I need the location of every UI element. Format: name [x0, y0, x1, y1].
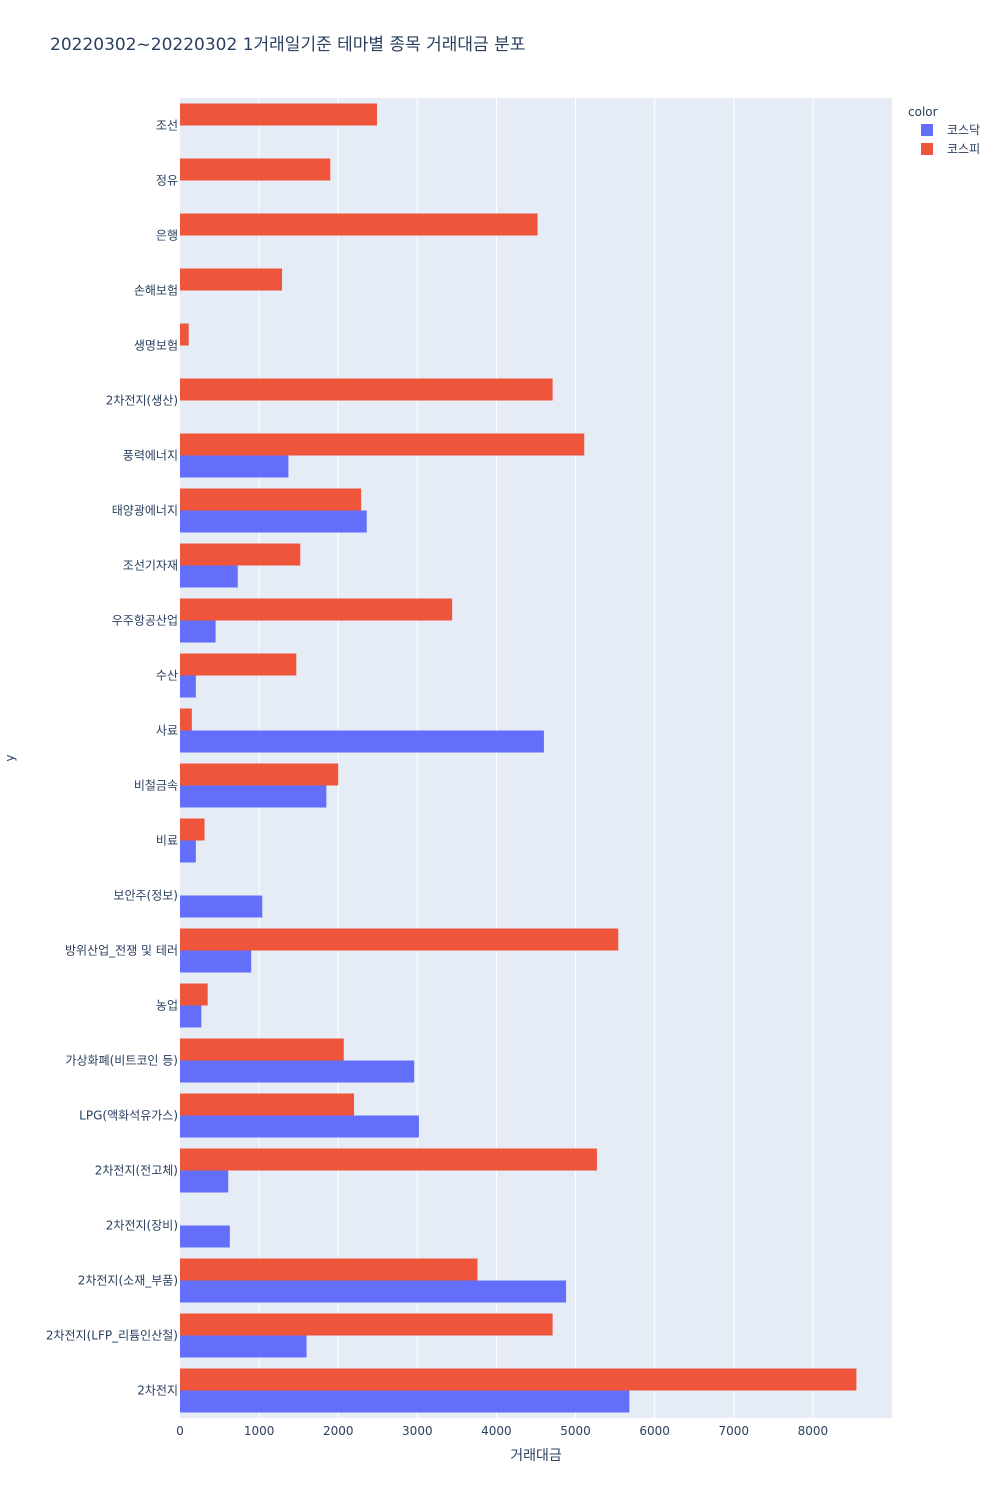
bar	[180, 950, 252, 973]
legend-entry[interactable]: 코스피	[947, 142, 980, 156]
bar	[180, 620, 216, 643]
y-tick-label: 보안주(정보)	[113, 889, 178, 903]
y-tick-label: 2차전지	[137, 1384, 178, 1398]
bar	[180, 983, 208, 1006]
y-tick-label: 우주항공산업	[112, 614, 178, 628]
bar	[180, 708, 192, 731]
x-tick-label: 8000	[798, 1424, 829, 1438]
y-tick-label: 2차전지(생산)	[106, 394, 178, 408]
y-tick-label: 은행	[156, 228, 178, 243]
legend-title: color	[908, 105, 938, 119]
y-tick-label: LPG(액화석유가스)	[79, 1109, 178, 1123]
bar	[180, 1093, 355, 1116]
y-tick-label: 비료	[156, 834, 178, 848]
y-tick-label: 방위산업_전쟁 및 테러	[65, 944, 178, 958]
bar	[180, 1280, 567, 1303]
x-tick-label: 7000	[719, 1424, 750, 1438]
bar	[180, 1148, 597, 1171]
x-tick-label: 4000	[481, 1424, 512, 1438]
plot-background	[180, 98, 892, 1418]
bar	[180, 1258, 478, 1281]
bar	[180, 268, 283, 291]
bar	[180, 565, 238, 588]
bars	[180, 103, 857, 1413]
bar	[180, 1038, 344, 1061]
y-tick-label: 2차전지(소재_부품)	[78, 1274, 178, 1288]
bar	[180, 488, 362, 511]
bar	[180, 1115, 419, 1138]
legend-swatch	[921, 143, 933, 155]
y-tick-label: 수산	[156, 669, 178, 683]
bar	[180, 543, 301, 566]
bar	[180, 1335, 307, 1358]
y-axis-title: y	[3, 754, 17, 761]
bar	[180, 1368, 857, 1391]
bar	[180, 103, 377, 126]
bar	[180, 895, 263, 918]
bar	[180, 730, 544, 753]
y-tick-label: 비철금속	[134, 779, 178, 793]
x-tick-label: 2000	[323, 1424, 354, 1438]
x-axis-title: 거래대금	[510, 1448, 562, 1464]
bar	[180, 598, 453, 621]
x-tick-label: 5000	[560, 1424, 591, 1438]
bar	[180, 455, 289, 478]
bar	[180, 1005, 202, 1028]
x-tick-label: 0	[176, 1424, 184, 1438]
y-tick-label: 풍력에너지	[123, 449, 178, 463]
x-tick-label: 6000	[639, 1424, 670, 1438]
y-tick-label: 태양광에너지	[112, 504, 178, 518]
bar	[180, 158, 331, 181]
y-tick-label: 손해보험	[134, 284, 178, 298]
bar	[180, 928, 619, 951]
bar	[180, 378, 553, 401]
y-tick-label: 정유	[156, 174, 178, 188]
x-tick-label: 1000	[244, 1424, 275, 1438]
bar	[180, 323, 189, 346]
bar	[180, 1060, 415, 1083]
y-tick-label: 조선기자재	[123, 559, 178, 573]
bar	[180, 433, 585, 456]
bar	[180, 653, 297, 676]
y-tick-label: 농업	[156, 999, 178, 1013]
legend-entry[interactable]: 코스닥	[947, 123, 980, 137]
y-tick-label: 가상화폐(비트코인 등)	[65, 1054, 178, 1068]
bar	[180, 763, 339, 786]
bar	[180, 1170, 229, 1193]
x-tick-label: 3000	[402, 1424, 433, 1438]
bar	[180, 840, 196, 863]
bar	[180, 818, 205, 841]
y-tick-label: 2차전지(LFP_리튬인산철)	[46, 1329, 178, 1343]
y-tick-label: 2차전지(전고체)	[95, 1164, 178, 1178]
y-tick-label: 사료	[156, 724, 178, 738]
legend-swatch	[921, 124, 933, 136]
grid-lines	[258, 98, 814, 1418]
x-tick-labels: 0 1000 2000 3000 4000 5000 6000 7000 8000	[176, 1424, 828, 1438]
y-tick-label: 조선	[156, 119, 178, 133]
bar	[180, 510, 367, 533]
y-tick-label: 2차전지(장비)	[106, 1219, 178, 1233]
bar	[180, 1313, 553, 1336]
bar	[180, 213, 538, 236]
bar	[180, 1225, 230, 1248]
chart-title: 20220302~20220302 1거래일기준 테마별 종목 거래대금 분포	[50, 35, 526, 55]
y-tick-label: 생명보험	[134, 339, 178, 353]
bar	[180, 675, 196, 698]
bar	[180, 1390, 630, 1413]
bar	[180, 785, 327, 808]
